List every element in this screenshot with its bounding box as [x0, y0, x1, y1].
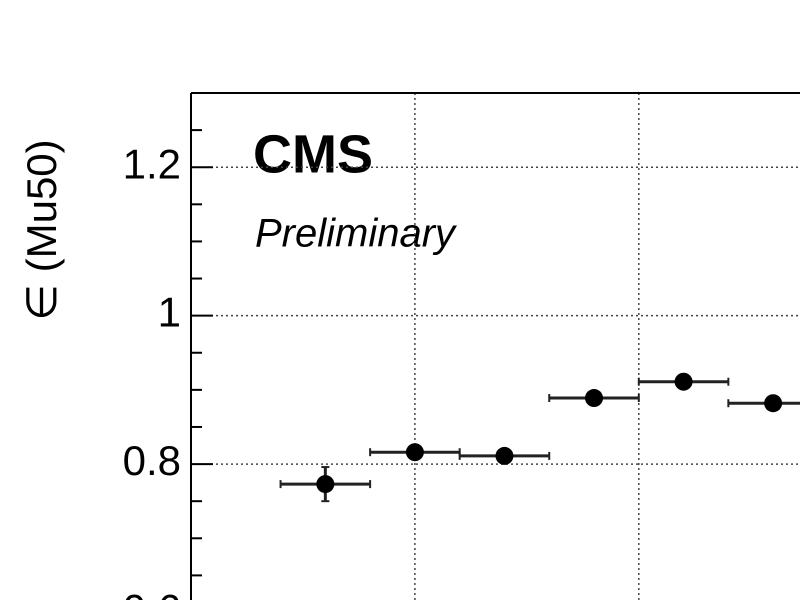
- data-point: [585, 389, 604, 408]
- y-tick-label: 0.6: [123, 586, 181, 600]
- y-tick-label: 1: [158, 289, 181, 336]
- data-point: [764, 394, 783, 413]
- data-point: [405, 443, 424, 462]
- experiment-label: CMS: [253, 124, 373, 184]
- data-point: [495, 446, 514, 465]
- y-tick-label: 1.2: [123, 140, 181, 187]
- data-point: [316, 475, 335, 494]
- y-axis-title: ∈ (Mu50): [18, 139, 65, 320]
- y-tick-label: 0.8: [123, 437, 181, 484]
- data-point: [674, 372, 693, 391]
- status-label: Preliminary: [255, 212, 458, 256]
